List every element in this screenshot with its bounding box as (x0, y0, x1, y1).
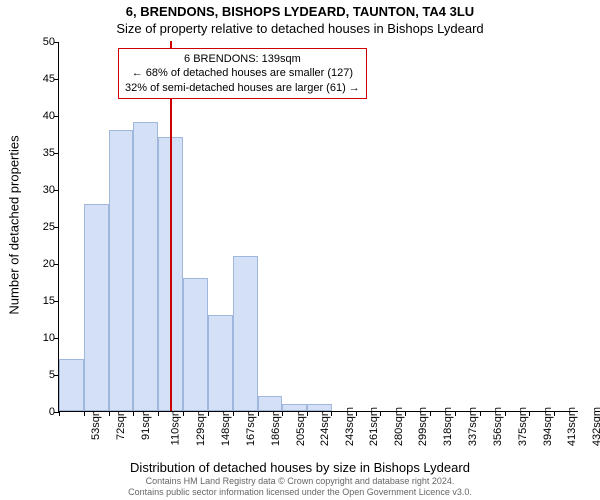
histogram-bar (133, 122, 158, 411)
x-tick-mark (59, 411, 60, 416)
y-tick-mark (54, 338, 59, 339)
y-tick-mark (54, 153, 59, 154)
y-tick-mark (54, 301, 59, 302)
x-tick-label: 394sqm (542, 407, 554, 446)
x-tick-label: 91sqm (140, 407, 152, 440)
x-tick-mark (158, 411, 159, 416)
x-tick-mark (183, 411, 184, 416)
y-tick-mark (54, 190, 59, 191)
x-tick-label: 72sqm (115, 407, 127, 440)
x-tick-label: 261sqm (368, 407, 380, 446)
y-tick-label: 25 (25, 221, 55, 233)
annotation-box: 6 BRENDONS: 139sqm← 68% of detached hous… (118, 48, 367, 99)
x-tick-label: 432sqm (591, 407, 600, 446)
x-tick-mark (430, 411, 431, 416)
annotation-line: ← 68% of detached houses are smaller (12… (125, 66, 360, 80)
histogram-bar (208, 315, 233, 411)
x-tick-label: 299sqm (418, 407, 430, 446)
x-tick-label: 280sqm (393, 407, 405, 446)
y-tick-label: 30 (25, 184, 55, 196)
y-tick-mark (54, 264, 59, 265)
y-tick-label: 0 (25, 406, 55, 418)
y-axis-label: Number of detached properties (7, 135, 22, 314)
plot-area-wrapper: 0510152025303540455053sqm72sqm91sqm110sq… (58, 42, 578, 412)
x-tick-label: 129sqm (195, 407, 207, 446)
y-tick-mark (54, 79, 59, 80)
histogram-bar (84, 204, 109, 411)
x-tick-mark (505, 411, 506, 416)
x-tick-label: 167sqm (245, 407, 257, 446)
footer-line2: Contains public sector information licen… (128, 487, 472, 497)
histogram-bar (183, 278, 208, 411)
x-tick-mark (405, 411, 406, 416)
histogram-bar (59, 359, 84, 411)
chart-title-subtitle: Size of property relative to detached ho… (0, 21, 600, 36)
y-tick-label: 10 (25, 332, 55, 344)
x-tick-label: 186sqm (270, 407, 282, 446)
histogram-bar (233, 256, 258, 411)
x-tick-label: 375sqm (517, 407, 529, 446)
y-tick-mark (54, 42, 59, 43)
y-tick-label: 35 (25, 147, 55, 159)
chart-container: 6, BRENDONS, BISHOPS LYDEARD, TAUNTON, T… (0, 0, 600, 500)
x-axis-label: Distribution of detached houses by size … (0, 460, 600, 475)
x-tick-label: 318sqm (442, 407, 454, 446)
histogram-bar (258, 396, 283, 411)
x-tick-mark (380, 411, 381, 416)
x-tick-mark (282, 411, 283, 416)
x-tick-mark (133, 411, 134, 416)
x-tick-label: 110sqm (170, 407, 182, 445)
x-tick-mark (529, 411, 530, 416)
x-tick-label: 243sqm (344, 407, 356, 446)
y-tick-label: 5 (25, 369, 55, 381)
histogram-bar (109, 130, 134, 411)
x-tick-mark (258, 411, 259, 416)
y-tick-label: 40 (25, 110, 55, 122)
y-tick-mark (54, 227, 59, 228)
y-tick-label: 45 (25, 73, 55, 85)
annotation-line: 6 BRENDONS: 139sqm (125, 52, 360, 66)
y-tick-label: 20 (25, 258, 55, 270)
x-tick-label: 205sqm (295, 407, 307, 446)
x-tick-mark (455, 411, 456, 416)
x-tick-label: 413sqm (566, 407, 578, 446)
x-tick-mark (480, 411, 481, 416)
x-tick-mark (307, 411, 308, 416)
x-tick-mark (208, 411, 209, 416)
y-tick-mark (54, 116, 59, 117)
x-tick-mark (331, 411, 332, 416)
x-tick-label: 148sqm (220, 407, 232, 446)
x-tick-mark (356, 411, 357, 416)
x-tick-mark (233, 411, 234, 416)
histogram-bar (282, 404, 307, 411)
x-tick-label: 356sqm (492, 407, 504, 446)
chart-titles: 6, BRENDONS, BISHOPS LYDEARD, TAUNTON, T… (0, 0, 600, 36)
footer-attribution: Contains HM Land Registry data © Crown c… (0, 476, 600, 498)
annotation-line: 32% of semi-detached houses are larger (… (125, 81, 360, 95)
footer-line1: Contains HM Land Registry data © Crown c… (146, 476, 455, 486)
x-tick-mark (84, 411, 85, 416)
x-tick-label: 337sqm (467, 407, 479, 446)
y-tick-label: 50 (25, 36, 55, 48)
x-tick-mark (554, 411, 555, 416)
y-tick-label: 15 (25, 295, 55, 307)
x-tick-mark (109, 411, 110, 416)
histogram-bar (307, 404, 332, 411)
x-tick-label: 224sqm (320, 407, 332, 446)
x-tick-label: 53sqm (90, 407, 102, 440)
chart-title-address: 6, BRENDONS, BISHOPS LYDEARD, TAUNTON, T… (0, 4, 600, 19)
